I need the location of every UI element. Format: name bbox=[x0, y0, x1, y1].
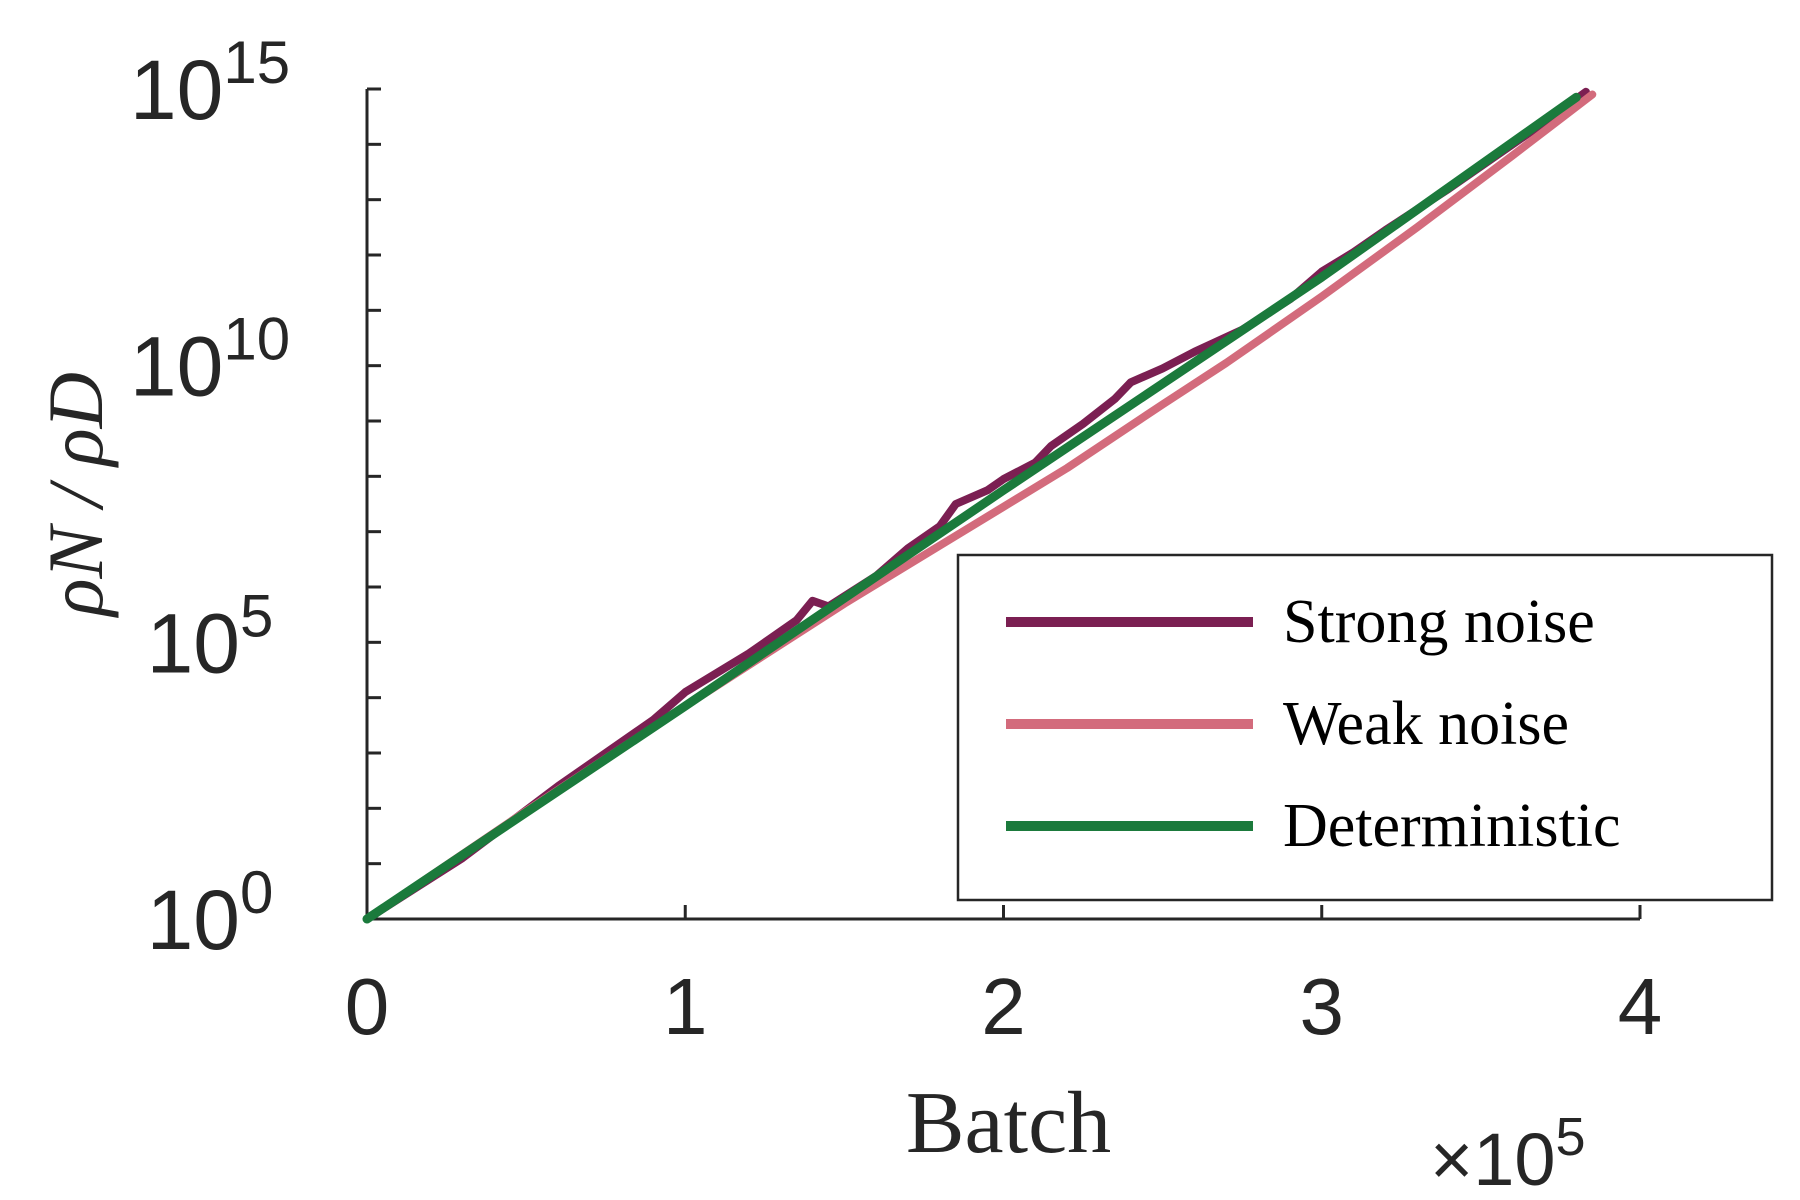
series-layer bbox=[362, 87, 1597, 924]
y-tick-label: 100 bbox=[147, 859, 274, 967]
y-tick-label-exponent: 5 bbox=[240, 582, 273, 649]
x-ticks: 0 1 2 3 4 bbox=[345, 905, 1663, 1051]
y-tick-label-exponent: 0 bbox=[240, 859, 273, 926]
x-tick-label: 4 bbox=[1618, 962, 1663, 1051]
x-tick-label: 1 bbox=[663, 962, 708, 1051]
y-tick-label-base: 10 bbox=[147, 873, 240, 967]
legend: Strong noise Weak noise Deterministic bbox=[956, 553, 1774, 902]
x-tick-label: 0 bbox=[345, 962, 390, 1051]
legend-label: Strong noise bbox=[1283, 588, 1595, 656]
y-tick-label-base: 10 bbox=[147, 596, 240, 690]
x-axis-multiplier-exponent: 5 bbox=[1556, 1107, 1586, 1167]
x-axis-multiplier: ×105 bbox=[1430, 1107, 1586, 1200]
y-axis-title: ρN / ρD bbox=[32, 372, 119, 618]
x-axis-multiplier-base: ×10 bbox=[1430, 1118, 1556, 1200]
x-tick-label: 3 bbox=[1300, 962, 1345, 1051]
legend-items: Strong noise Weak noise Deterministic bbox=[1006, 588, 1620, 860]
y-tick-label-base: 10 bbox=[130, 320, 223, 414]
y-tick-label: 1010 bbox=[130, 306, 290, 414]
y-tick-label: 1015 bbox=[130, 29, 290, 137]
y-tick-label-exponent: 10 bbox=[223, 306, 290, 373]
y-tick-label-exponent: 15 bbox=[223, 29, 290, 96]
series-line-deterministic bbox=[362, 92, 1581, 924]
x-tick-label: 2 bbox=[981, 962, 1026, 1051]
y-tick-label: 105 bbox=[147, 582, 274, 690]
x-axis-title: Batch bbox=[906, 1075, 1111, 1172]
legend-label: Weak noise bbox=[1283, 690, 1569, 758]
legend-label: Deterministic bbox=[1283, 792, 1620, 860]
y-tick-label-base: 10 bbox=[130, 43, 223, 137]
